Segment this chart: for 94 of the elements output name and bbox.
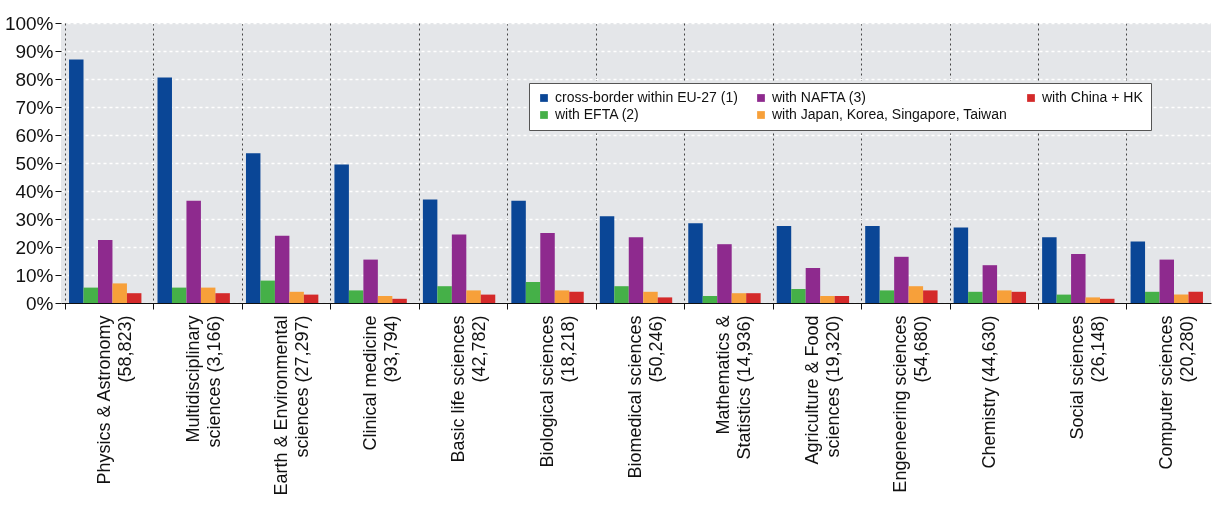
bar: [1056, 294, 1072, 303]
x-tick-label: Social sciences (26,148): [1067, 315, 1109, 440]
bar: [746, 293, 761, 303]
bar: [215, 293, 230, 303]
bar: [879, 290, 895, 303]
bar: [171, 287, 187, 303]
bar: [953, 227, 969, 303]
bar: [1188, 291, 1203, 303]
bar: [628, 237, 644, 303]
x-tick-label: Biological sciences (18,218): [536, 315, 578, 468]
bar: [157, 77, 172, 303]
x-tick-label: Biomedical sciences (50,246): [625, 315, 666, 479]
bar: [1145, 291, 1160, 303]
bar: [377, 296, 393, 303]
bar: [511, 200, 526, 303]
bar: [126, 293, 142, 303]
bar: [688, 223, 703, 303]
y-tick-label: 50%: [15, 152, 54, 174]
bar: [437, 286, 452, 303]
bar: [1100, 298, 1115, 303]
legend-label: with NAFTA (3): [771, 89, 866, 105]
bar: [908, 286, 924, 303]
bar: [260, 280, 275, 303]
bar: [348, 290, 364, 303]
bar: [805, 268, 821, 303]
y-tick-label: 30%: [15, 208, 54, 230]
legend-label: with Japan, Korea, Singapore, Taiwan: [771, 106, 1007, 122]
x-tick-label: Mathematics & Statistics (14,936): [713, 315, 755, 460]
y-tick-label: 20%: [15, 236, 54, 258]
x-tick-label: Clinical medicine (93,794): [359, 315, 401, 451]
bar: [554, 290, 570, 303]
bar: [865, 226, 880, 303]
bar: [894, 256, 909, 303]
bar: [1011, 291, 1027, 303]
bar: [1130, 241, 1146, 303]
bar: [363, 259, 378, 303]
bar: [834, 296, 850, 303]
bar: [274, 235, 290, 303]
bar: [776, 226, 792, 303]
bar: [982, 265, 998, 303]
x-tick-label: Computer sciences (20,280): [1155, 315, 1197, 470]
bar: [97, 240, 113, 303]
bar: [83, 287, 98, 303]
x-tick-label: Agriculture & Food sciences (19,320): [801, 315, 843, 465]
bar: [731, 293, 747, 303]
bar: [820, 296, 835, 303]
legend-label: cross-border within EU-27 (1): [555, 89, 738, 105]
y-tick-label: 100%: [4, 12, 54, 34]
bar: [245, 153, 261, 303]
legend-label: with China + HK: [1041, 89, 1144, 105]
legend-label: with EFTA (2): [554, 106, 639, 122]
x-tick-label: Multidisciplinary sciences (3,166): [182, 315, 224, 448]
bar: [112, 283, 127, 303]
bar: [923, 290, 938, 303]
bar: [791, 289, 806, 303]
bar: [303, 294, 319, 303]
x-tick-label: Chemistry (44,630): [978, 315, 999, 469]
x-tick-label: Engeneering sciences (54,680): [890, 315, 932, 493]
bar: [289, 291, 304, 303]
bar: [1174, 294, 1189, 303]
bar: [69, 59, 84, 303]
bar: [480, 294, 496, 303]
y-tick-label: 90%: [15, 40, 54, 62]
bar: [466, 290, 481, 303]
bar: [997, 290, 1012, 303]
y-tick-label: 40%: [15, 180, 54, 202]
x-tick-label: Basic life sciences (42,782): [448, 315, 490, 463]
y-tick-label: 10%: [15, 264, 54, 286]
y-tick-label: 0%: [26, 292, 54, 314]
bar: [599, 216, 615, 303]
bar: [334, 164, 349, 303]
bar: [525, 282, 541, 303]
bar: [200, 287, 216, 303]
bar: [451, 234, 467, 303]
bar: [717, 244, 732, 303]
x-tick-label: Physics & Astronomy (58,823): [94, 315, 136, 485]
bar: [392, 298, 407, 303]
bar: [1159, 259, 1175, 303]
bar: [569, 291, 584, 303]
bar: [1042, 237, 1057, 303]
bar: [422, 199, 438, 303]
y-tick-label: 70%: [15, 96, 54, 118]
bar: [614, 286, 629, 303]
bar: [968, 291, 983, 303]
bar: [186, 200, 201, 303]
y-tick-label: 60%: [15, 124, 54, 146]
bar: [540, 233, 555, 303]
bar: [657, 297, 673, 303]
x-tick-label: Earth & Environmental sciences (27,297): [271, 315, 313, 496]
bar: [643, 291, 658, 303]
bar: [1071, 254, 1086, 303]
y-tick-label: 80%: [15, 68, 54, 90]
bar: [1085, 297, 1101, 303]
bar: [702, 296, 718, 303]
